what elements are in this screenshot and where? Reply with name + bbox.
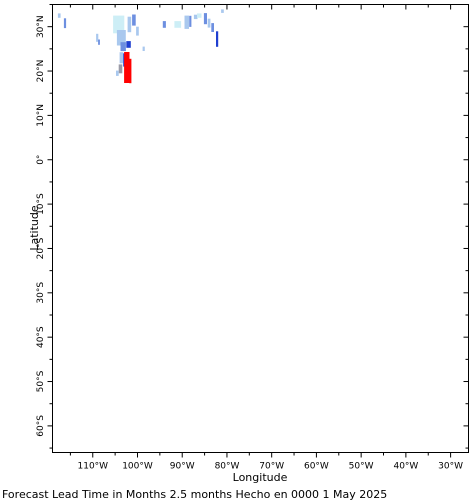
heatmap-cell (57, 13, 61, 18)
x-tick-label: 110°W (78, 462, 109, 472)
heatmap-cell (113, 15, 125, 34)
heatmap-cell (211, 23, 214, 32)
x-tick-label: 30°W (438, 462, 463, 472)
heatmap-cell (184, 15, 189, 29)
heatmap-cell (120, 42, 126, 52)
heatmap-cell (63, 18, 67, 29)
x-tick-label: 70°W (259, 462, 284, 472)
heatmap-cell (126, 41, 131, 48)
heatmap-cell (174, 21, 182, 28)
x-axis-title: Longitude (233, 471, 288, 484)
plot-frame (52, 4, 469, 453)
heatmap-cell (197, 13, 202, 18)
tick-labels: 110°W 100°W 90°W 80°W 70°W 60°W 50°W 40°W 30°W 30… (36, 15, 463, 471)
heatmap-cell (127, 16, 132, 33)
y-tick-label: 10°N (36, 104, 46, 127)
heatmap-cell (132, 14, 136, 26)
y-tick-label: 0° (36, 155, 46, 165)
heatmap-cell (124, 52, 130, 83)
heatmap-cells (57, 9, 224, 84)
heatmap-cell (116, 70, 119, 76)
x-tick-label: 100°W (122, 462, 153, 472)
x-tick-label: 90°W (170, 462, 195, 472)
heatmap-cell (193, 14, 198, 20)
heatmap-cell (142, 46, 145, 51)
heatmap-cell (116, 30, 126, 46)
heatmap-cell (96, 33, 99, 42)
y-tick-label: 20°N (36, 60, 46, 83)
heatmap-cell (162, 21, 166, 28)
y-tick-label: 20°S (36, 237, 46, 259)
y-tick-label: 10°S (36, 193, 46, 215)
x-tick-label: 50°W (349, 462, 374, 472)
heatmap-cell (207, 18, 211, 28)
y-tick-label: 50°S (36, 370, 46, 392)
heatmap-cell (118, 64, 123, 74)
heatmap-cell (189, 15, 192, 27)
axis-ticks (47, 4, 469, 458)
x-tick-label: 80°W (215, 462, 240, 472)
heatmap-cell (129, 58, 132, 84)
heatmap-cell (119, 52, 124, 64)
heatmap-cell (98, 39, 100, 45)
heatmap-cell (216, 31, 219, 47)
y-tick-label: 30°N (36, 15, 46, 38)
y-tick-label: 40°S (36, 326, 46, 348)
x-tick-label: 60°W (304, 462, 329, 472)
y-tick-label: 60°S (36, 415, 46, 437)
forecast-caption: Forecast Lead Time in Months 2.5 months … (2, 488, 388, 501)
y-tick-label: 30°S (36, 282, 46, 304)
heatmap-cell (221, 9, 224, 13)
y-axis-title: Latitude (28, 205, 41, 251)
heatmap-cell (136, 26, 139, 36)
heatmap-cell (203, 13, 207, 25)
x-tick-label: 40°W (393, 462, 418, 472)
